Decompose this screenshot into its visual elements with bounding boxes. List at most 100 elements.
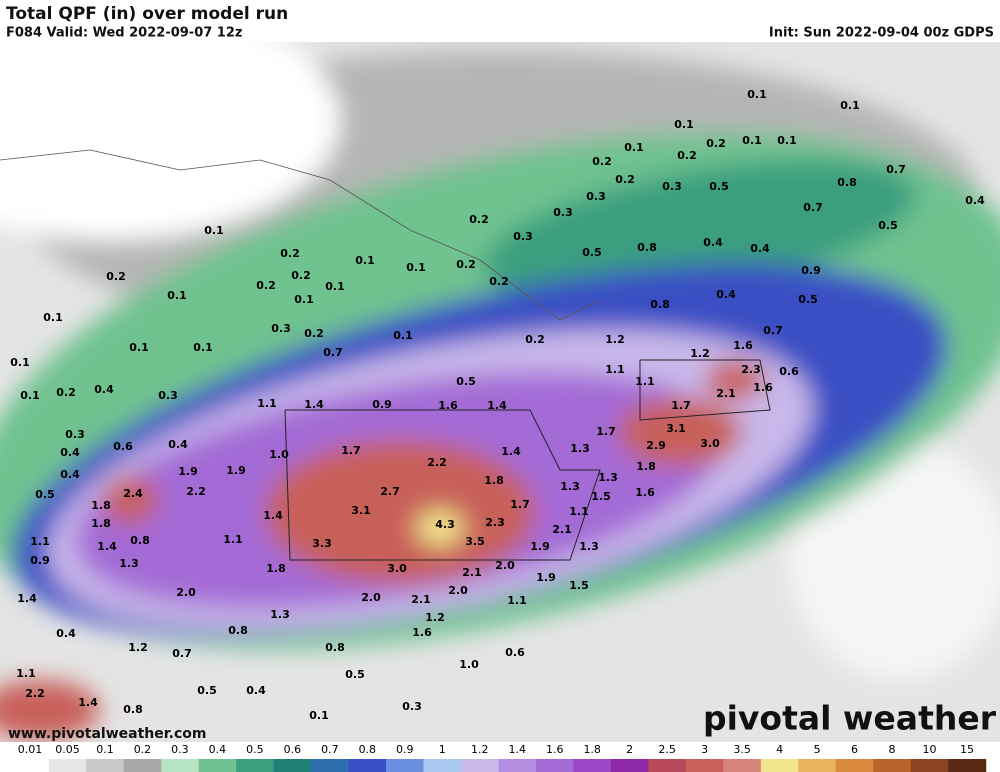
precip-label: 0.8 [130, 534, 150, 547]
precip-label: 0.5 [709, 180, 729, 193]
legend-swatch [910, 759, 949, 772]
precip-label: 1.5 [569, 579, 589, 592]
legend-swatch [273, 759, 312, 772]
legend-label: 1.4 [508, 743, 526, 756]
precip-label: 1.3 [570, 442, 590, 455]
legend-swatch [610, 759, 649, 772]
map-labels: 0.1 0.1 0.1 0.1 0.2 0.1 0.1 0.2 0.2 0.2 0.3 0.5 0.8 0… [10, 88, 985, 722]
legend-label: 3.5 [733, 743, 751, 756]
precip-map [0, 42, 1000, 742]
precip-label: 1.3 [598, 471, 618, 484]
legend-swatch [835, 759, 874, 772]
precip-label: 2.7 [380, 485, 400, 498]
precip-label: 0.2 [304, 327, 324, 340]
precip-label: 0.1 [129, 341, 149, 354]
precip-label: 3.3 [312, 537, 332, 550]
precip-label: 3.1 [351, 504, 371, 517]
legend-label: 10 [923, 743, 937, 756]
precip-label: 2.0 [448, 584, 468, 597]
precip-label: 1.3 [119, 557, 139, 570]
precip-label: 3.5 [465, 535, 485, 548]
legend-label: 0.7 [321, 743, 339, 756]
precip-label: 1.2 [605, 333, 625, 346]
precip-label: 1.8 [266, 562, 286, 575]
legend-label: 5 [814, 743, 821, 756]
precip-label: 0.7 [803, 201, 823, 214]
legend-swatch [48, 759, 87, 772]
precip-label: 0.8 [637, 241, 657, 254]
precip-label: 1.9 [226, 464, 246, 477]
precip-label: 1.6 [753, 381, 773, 394]
legend-swatch [86, 759, 125, 772]
precip-label: 3.0 [700, 437, 720, 450]
precip-label: 0.7 [886, 163, 906, 176]
precip-label: 1.1 [605, 363, 625, 376]
precip-label: 0.1 [674, 118, 694, 131]
precip-area [705, 360, 765, 400]
legend-swatch [685, 759, 724, 772]
border-line [0, 149, 601, 321]
precip-label: 0.1 [325, 280, 345, 293]
legend: 0.01 0.05 0.1 0.2 0.3 0.4 0.5 0.6 0.7 0.8 0.9 1 1.2 1… [11, 743, 987, 772]
precip-label: 2.2 [427, 456, 447, 469]
legend-label: 0.05 [55, 743, 80, 756]
precip-label: 0.5 [798, 293, 818, 306]
precip-label: 1.4 [97, 540, 117, 553]
precip-label: 0.2 [106, 270, 126, 283]
precip-label: 0.3 [513, 230, 533, 243]
precip-label: 0.8 [650, 298, 670, 311]
precip-label: 3.1 [666, 422, 686, 435]
precip-label: 0.4 [750, 242, 770, 255]
precip-label: 0.3 [158, 389, 178, 402]
legend-label: 0.1 [96, 743, 114, 756]
legend-swatch [198, 759, 237, 772]
legend-swatch [873, 759, 912, 772]
precip-label: 1.6 [635, 486, 655, 499]
precip-label: 0.8 [837, 176, 857, 189]
precip-label: 2.0 [361, 591, 381, 604]
precip-label: 1.1 [507, 594, 527, 607]
precip-label: 1.8 [636, 460, 656, 473]
precip-label: 0.3 [271, 322, 291, 335]
precip-label: 0.2 [469, 213, 489, 226]
precip-label: 1.1 [16, 667, 36, 680]
precip-label: 2.1 [716, 387, 736, 400]
legend-label: 0.3 [171, 743, 189, 756]
precip-label: 1.2 [690, 347, 710, 360]
precip-label: 0.8 [325, 641, 345, 654]
precip-label: 0.5 [582, 246, 602, 259]
legend-label: 1.6 [546, 743, 564, 756]
precip-label: 1.8 [91, 517, 111, 530]
legend-label: 1.2 [471, 743, 489, 756]
legend-swatch [648, 759, 687, 772]
precip-label: 0.4 [56, 627, 76, 640]
precip-label: 0.4 [246, 684, 266, 697]
legend-label: 0.4 [209, 743, 227, 756]
precip-label: 1.4 [304, 398, 324, 411]
legend-label: 0.8 [359, 743, 377, 756]
precip-label: 0.2 [56, 386, 76, 399]
precip-label: 0.1 [204, 224, 224, 237]
legend-label: 6 [851, 743, 858, 756]
valid-time: F084 Valid: Wed 2022-09-07 12z [6, 26, 242, 41]
precip-label: 0.2 [592, 155, 612, 168]
precip-label: 1.4 [487, 399, 507, 412]
legend-swatch [535, 759, 574, 772]
precip-label: 1.9 [530, 540, 550, 553]
precip-label: 0.1 [20, 389, 40, 402]
precip-label: 1.8 [91, 499, 111, 512]
legend-label: 4 [776, 743, 783, 756]
precip-label: 0.4 [60, 468, 80, 481]
precip-label: 1.3 [270, 608, 290, 621]
precip-label: 0.4 [703, 236, 723, 249]
precip-label: 0.5 [456, 375, 476, 388]
state-border [284, 409, 601, 561]
precip-label: 0.3 [586, 190, 606, 203]
dry-area [790, 440, 1000, 680]
legend-swatch [423, 759, 462, 772]
legend-swatch [798, 759, 837, 772]
precip-label: 0.9 [30, 554, 50, 567]
precip-label: 0.1 [167, 289, 187, 302]
precip-label: 1.0 [269, 448, 289, 461]
precip-label: 0.4 [716, 288, 736, 301]
